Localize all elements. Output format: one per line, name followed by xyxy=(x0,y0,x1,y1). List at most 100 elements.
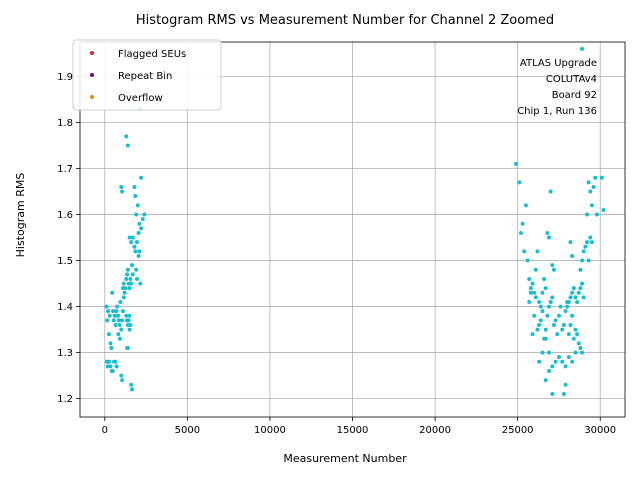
legend-marker-flagged-seus xyxy=(90,51,94,55)
data-point xyxy=(583,244,588,249)
data-point xyxy=(108,364,113,369)
data-point xyxy=(601,207,606,212)
legend: Flagged SEUs Repeat Bin Overflow xyxy=(72,39,222,111)
data-point xyxy=(540,350,545,355)
data-point xyxy=(119,184,124,189)
data-point xyxy=(522,249,527,254)
data-point xyxy=(545,230,550,235)
x-axis-label: Measurement Number xyxy=(283,452,407,465)
data-point xyxy=(563,382,568,387)
data-point xyxy=(132,244,137,249)
data-point xyxy=(140,217,145,222)
data-point xyxy=(119,373,124,378)
data-point xyxy=(125,267,130,272)
data-point xyxy=(530,281,535,286)
data-point xyxy=(540,309,545,314)
data-point xyxy=(137,221,142,226)
data-points xyxy=(104,46,606,396)
data-point xyxy=(120,309,125,314)
data-point xyxy=(136,253,141,258)
x-tick-label: 20000 xyxy=(419,425,451,436)
data-point xyxy=(573,350,578,355)
data-point xyxy=(543,378,548,383)
data-point xyxy=(133,249,138,254)
data-point xyxy=(121,281,126,286)
data-point xyxy=(124,313,129,318)
data-point xyxy=(556,355,561,360)
x-tick-label: 30000 xyxy=(584,425,616,436)
data-point xyxy=(537,322,542,327)
data-point xyxy=(138,281,143,286)
annotation-line-4: Chip 1, Run 136 xyxy=(517,106,597,117)
data-point xyxy=(104,304,109,309)
data-point xyxy=(586,180,591,185)
data-point xyxy=(121,295,126,300)
data-point xyxy=(547,350,552,355)
data-point xyxy=(134,240,139,245)
data-point xyxy=(113,359,118,364)
data-point xyxy=(550,391,555,396)
y-tick-label: 1.7 xyxy=(57,164,73,175)
data-point xyxy=(561,391,566,396)
data-point xyxy=(570,290,575,295)
legend-label-repeat-bin: Repeat Bin xyxy=(118,71,172,82)
data-point xyxy=(112,313,117,318)
data-point xyxy=(566,299,571,304)
data-point xyxy=(136,230,141,235)
data-point xyxy=(580,46,585,51)
data-point xyxy=(533,267,538,272)
x-tick-label: 0 xyxy=(102,425,108,436)
data-point xyxy=(125,272,130,277)
data-point xyxy=(129,382,134,387)
data-point xyxy=(527,276,532,281)
data-point xyxy=(580,281,585,286)
data-point xyxy=(126,318,131,323)
legend-marker-repeat-bin xyxy=(90,73,94,77)
data-point xyxy=(114,364,119,369)
data-point xyxy=(599,175,604,180)
data-point xyxy=(125,143,130,148)
data-point xyxy=(127,313,132,318)
data-point xyxy=(566,332,571,337)
data-point xyxy=(124,276,129,281)
data-point xyxy=(518,230,523,235)
y-axis-label: Histogram RMS xyxy=(14,173,27,258)
data-point xyxy=(127,286,132,291)
y-tick-label: 1.9 xyxy=(57,72,73,83)
data-point xyxy=(530,332,535,337)
data-point xyxy=(576,290,581,295)
data-point xyxy=(550,364,555,369)
data-point xyxy=(117,322,122,327)
data-point xyxy=(109,345,114,350)
legend-box xyxy=(72,39,222,111)
data-point xyxy=(545,313,550,318)
data-point xyxy=(119,327,124,332)
data-point xyxy=(578,286,583,291)
data-point xyxy=(130,263,135,268)
data-point xyxy=(556,313,561,318)
data-point xyxy=(111,309,116,314)
legend-label-overflow: Overflow xyxy=(118,93,163,104)
data-point xyxy=(533,295,538,300)
data-point xyxy=(575,299,580,304)
data-point xyxy=(589,203,594,208)
y-axis-ticks: 1.2 1.3 1.4 1.5 1.6 1.7 1.8 1.9 xyxy=(57,72,80,405)
chart-title: Histogram RMS vs Measurement Number for … xyxy=(136,13,554,28)
x-tick-label: 10000 xyxy=(254,425,286,436)
data-point xyxy=(565,304,570,309)
data-point xyxy=(120,318,125,323)
data-point xyxy=(128,322,133,327)
data-point xyxy=(108,341,113,346)
data-point xyxy=(122,290,127,295)
data-point xyxy=(125,345,130,350)
data-point xyxy=(517,180,522,185)
data-point xyxy=(129,281,134,286)
data-point xyxy=(538,304,543,309)
data-point xyxy=(553,359,558,364)
data-point xyxy=(563,309,568,314)
data-point xyxy=(594,212,599,217)
data-point xyxy=(580,258,585,263)
data-point xyxy=(134,267,139,272)
data-point xyxy=(578,267,583,272)
